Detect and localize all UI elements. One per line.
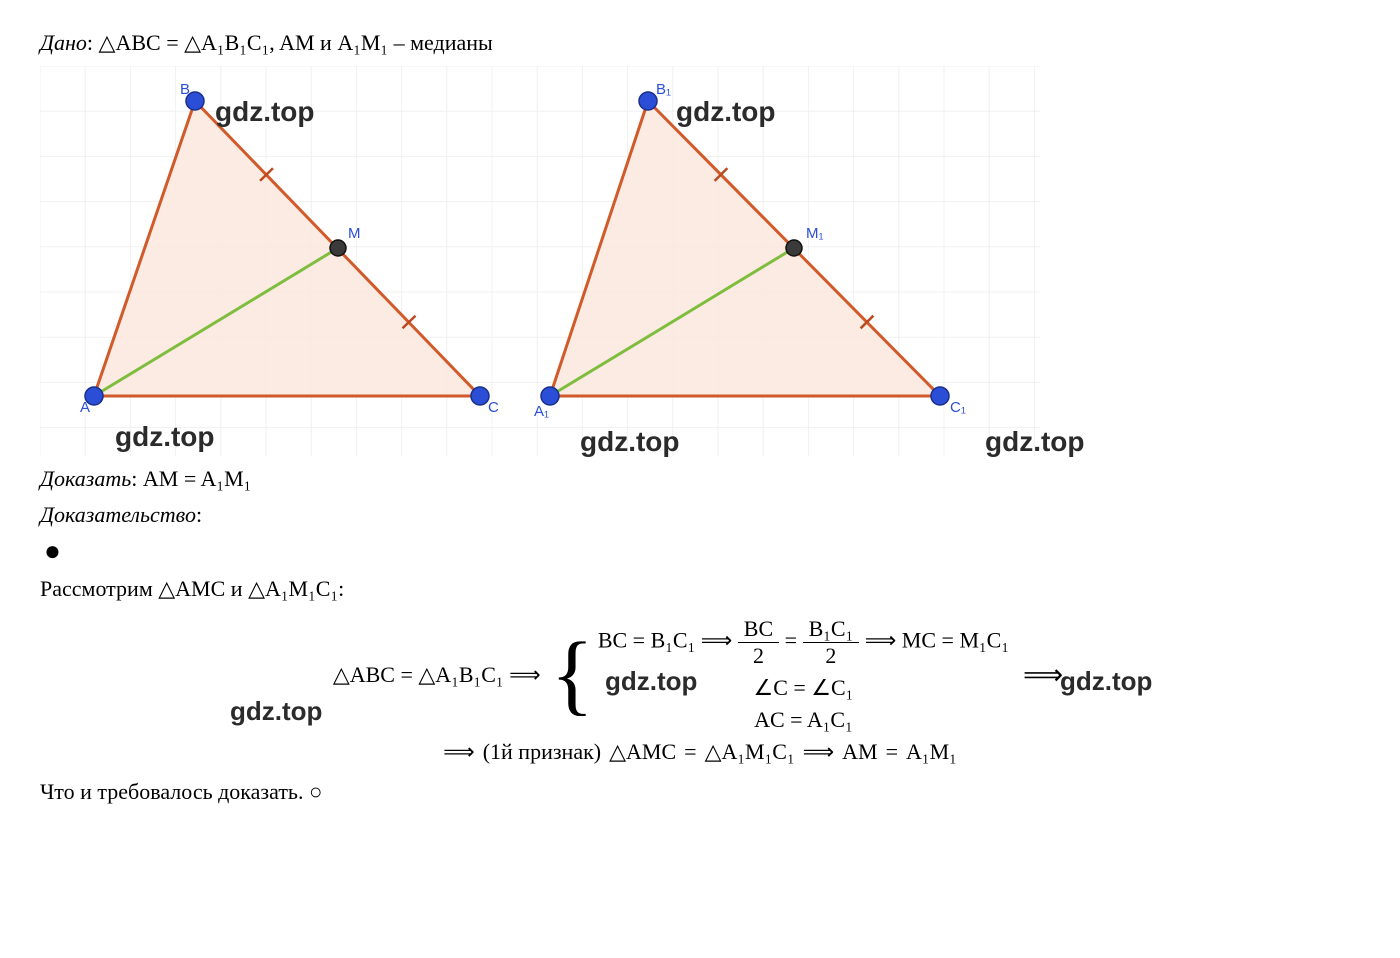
c-eq1: = — [684, 739, 696, 765]
svg-text:A₁: A₁ — [534, 403, 549, 420]
given-a1b1c1: A₁B₁C₁ — [201, 30, 269, 55]
watermark-deriv-3: gdz.top — [1060, 666, 1152, 697]
svg-text:A: A — [80, 399, 90, 416]
consider-and: и △ — [225, 576, 265, 601]
svg-text:C₁: C₁ — [950, 399, 966, 416]
c-tri1: △AMC — [609, 739, 676, 765]
c-arrow1: ⟹ — [443, 739, 475, 765]
prove-line: Доказать: AM = A₁M₁ — [40, 466, 1360, 492]
dl-tri2: △A₁B₁C₁ — [418, 662, 503, 687]
bl1-b: ⟹ MC = M₁C₁ — [865, 628, 1009, 653]
consider-line: Рассмотрим △AMC и △A₁M₁C₁: — [40, 576, 1360, 602]
watermark-deriv-1: gdz.top — [230, 696, 322, 727]
dl-tri1: △ABC — [333, 662, 395, 687]
bl1-a: BC = B₁C₁ ⟹ — [598, 628, 732, 653]
frac1-den: 2 — [738, 643, 779, 669]
given-eq: = △ — [161, 30, 201, 55]
dl-arrow: ⟹ — [504, 662, 541, 687]
given-line: Дано: △ABC = △A₁B₁C₁, AM и A₁M₁ – медиан… — [40, 30, 1360, 56]
proof-label: Доказательство — [40, 502, 196, 527]
given-am: AM — [279, 30, 314, 55]
dl-eq: = — [395, 662, 418, 687]
c-a1m1: A₁M₁ — [906, 739, 957, 765]
brace-line-1: BC = B₁C₁ ⟹ BC 2 = B₁C₁ 2 ⟹ MC = M₁C₁ — [598, 616, 1009, 669]
svg-text:M: M — [348, 225, 361, 242]
bl1-mid: = — [785, 628, 797, 653]
given-a1m1: A₁M₁ — [337, 30, 388, 55]
derivation-block: △ABC = △A₁B₁C₁ ⟹ { BC = B₁C₁ ⟹ BC 2 = B₁… — [40, 616, 1360, 765]
given-medians: медианы — [410, 30, 493, 55]
consider-colon: : — [338, 576, 344, 601]
diagram-svg: A B C M A₁ B₁ C₁ M₁ — [40, 66, 1040, 456]
bullet-icon: ● — [44, 538, 1360, 566]
prove-am: AM — [143, 466, 178, 491]
svg-text:B₁: B₁ — [656, 81, 671, 98]
left-brace-icon: { — [551, 634, 598, 715]
svg-text:B: B — [180, 81, 190, 98]
frac-2: B₁C₁ 2 — [803, 616, 860, 669]
consider-pre: Рассмотрим △ — [40, 576, 175, 601]
frac2-den: 2 — [803, 643, 860, 669]
consider-a1m1c1: A₁M₁C₁ — [265, 576, 338, 601]
c-tri2: △A₁M₁C₁ — [705, 739, 795, 765]
brace-line-3: AC = A₁C₁ — [598, 707, 1009, 733]
proof-colon: : — [196, 502, 202, 527]
svg-text:C: C — [488, 399, 499, 416]
prove-a1m1: A₁M₁ — [201, 466, 252, 491]
given-pre: : △ — [87, 30, 116, 55]
proof-label-line: Доказательство: — [40, 502, 1360, 528]
conclusion-line: ⟹ (1й признак) △AMC = △A₁M₁C₁ ⟹ AM = A₁M… — [40, 739, 1360, 765]
given-abc: ABC — [115, 30, 160, 55]
given-dash: – — [388, 30, 410, 55]
c-sign: (1й признак) — [483, 739, 601, 765]
given-and: и — [315, 30, 338, 55]
consider-amc: AMC — [175, 576, 225, 601]
frac1-num: BC — [738, 616, 779, 643]
prove-eq: = — [178, 466, 200, 491]
prove-colon: : — [131, 466, 143, 491]
c-arrow2: ⟹ — [803, 739, 835, 765]
watermark-deriv-2: gdz.top — [605, 666, 697, 697]
given-sep: , — [269, 30, 279, 55]
frac2-num: B₁C₁ — [803, 616, 860, 643]
frac-1: BC 2 — [738, 616, 779, 669]
c-eq2: = — [886, 739, 898, 765]
diagram-container: ABCMA₁B₁C₁M₁ gdz.topgdz.topgdz.topgdz.to… — [40, 66, 1040, 456]
prove-label: Доказать — [40, 466, 131, 491]
c-am: AM — [842, 739, 877, 765]
deriv-left: △ABC = △A₁B₁C₁ ⟹ — [333, 662, 541, 688]
given-label: Дано — [40, 30, 87, 55]
qed-line: Что и требовалось доказать. ○ — [40, 779, 1360, 805]
svg-text:M₁: M₁ — [806, 225, 824, 242]
